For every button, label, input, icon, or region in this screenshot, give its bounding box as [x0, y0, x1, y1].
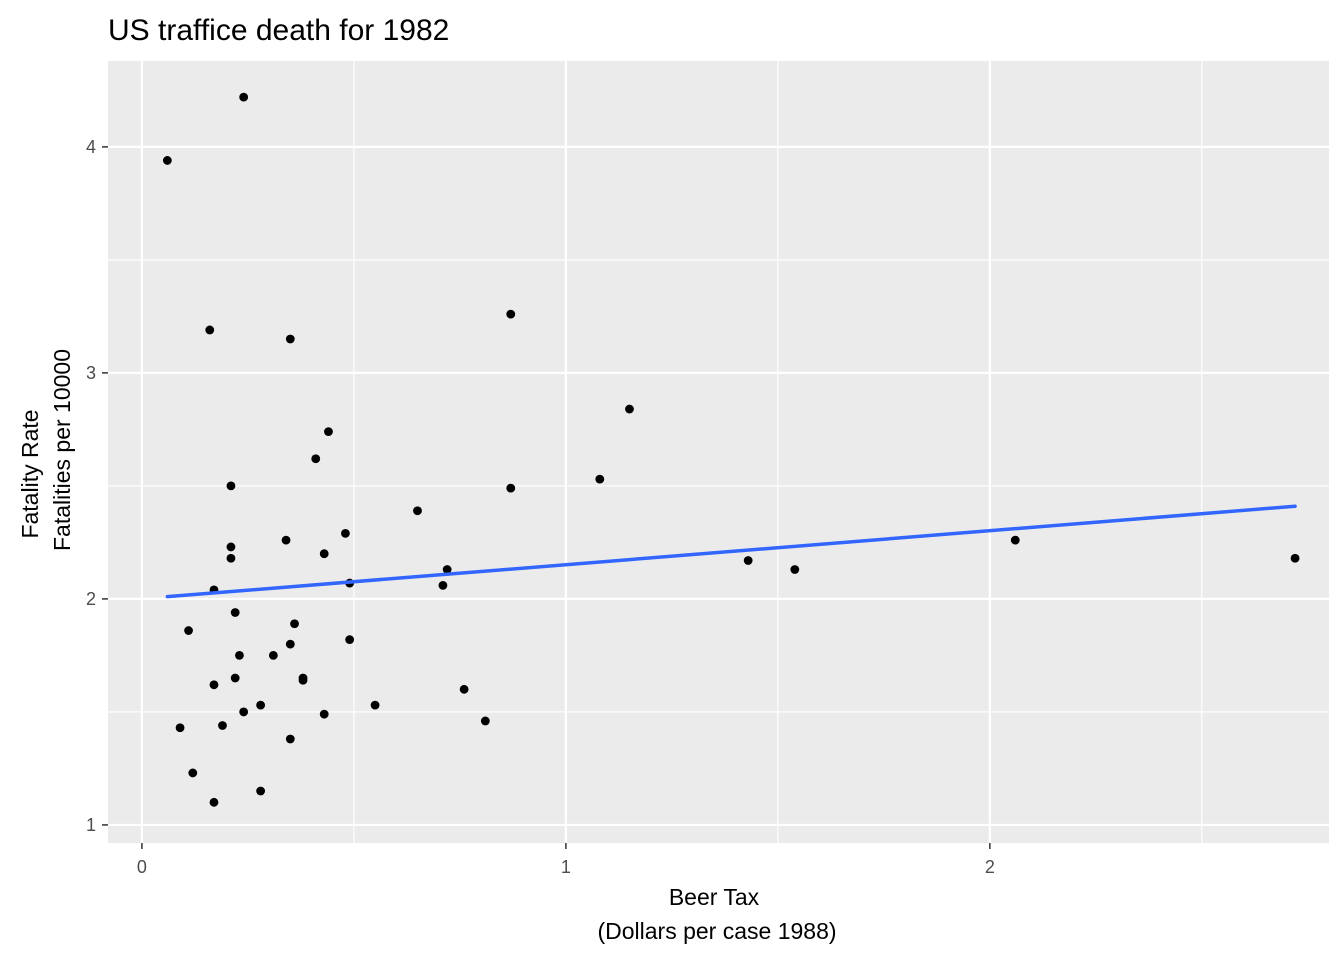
- data-point: [256, 786, 266, 796]
- data-point: [743, 556, 753, 565]
- data-point: [162, 156, 172, 165]
- data-point: [413, 506, 422, 516]
- x-tick-label: 0: [137, 857, 147, 877]
- data-point: [256, 700, 266, 710]
- data-point: [442, 565, 452, 574]
- minor-gridlines: [108, 61, 1329, 843]
- data-point: [226, 481, 236, 491]
- data-point: [298, 675, 308, 685]
- y-tick-label: 1: [86, 815, 96, 835]
- x-axis-title-line1: Beer Tax: [669, 884, 760, 910]
- data-point: [209, 680, 219, 690]
- data-point: [230, 608, 240, 617]
- axis-ticks: [102, 146, 991, 849]
- x-tick-label: 2: [985, 857, 995, 877]
- y-axis-tick-labels: 1 2 3 4: [86, 137, 96, 835]
- data-point: [319, 709, 329, 719]
- data-point: [438, 580, 448, 590]
- data-point: [239, 707, 249, 717]
- data-point: [1010, 535, 1020, 545]
- data-point: [625, 404, 634, 414]
- data-point: [209, 797, 219, 807]
- data-point: [290, 619, 299, 629]
- data-point: [230, 673, 240, 683]
- plot-panel: [108, 61, 1329, 843]
- y-axis-title-line2: Fatalities per 10000: [49, 349, 75, 551]
- data-point: [506, 309, 516, 319]
- y-tick-label: 2: [86, 589, 96, 609]
- y-tick-label: 3: [86, 363, 96, 383]
- data-point: [370, 700, 380, 710]
- data-point: [235, 651, 244, 660]
- data-point: [311, 454, 321, 464]
- x-axis-title-line2: (Dollars per case 1988): [597, 918, 836, 944]
- data-point: [506, 483, 516, 493]
- data-point: [341, 528, 350, 538]
- data-point: [1290, 553, 1300, 563]
- regression-line: [165, 504, 1297, 599]
- data-point: [188, 768, 198, 778]
- major-gridlines: [108, 61, 1329, 843]
- data-point: [345, 635, 355, 644]
- data-point: [790, 565, 800, 574]
- data-point: [226, 542, 236, 552]
- data-point: [175, 723, 185, 733]
- x-tick-label: 1: [561, 857, 571, 877]
- data-points: [162, 92, 1300, 807]
- y-tick-label: 4: [86, 137, 96, 157]
- data-point: [595, 474, 605, 484]
- data-point: [285, 639, 295, 649]
- data-point: [184, 626, 193, 635]
- data-point: [285, 334, 295, 344]
- data-point: [239, 92, 249, 102]
- data-point: [459, 684, 469, 694]
- data-point: [285, 734, 295, 744]
- data-point: [268, 651, 278, 660]
- chart-title: US traffice death for 1982: [108, 14, 449, 47]
- x-axis-tick-labels: 0 1 2: [137, 857, 995, 877]
- y-axis-title-line1: Fatality Rate: [17, 409, 43, 538]
- data-point: [281, 535, 291, 545]
- data-point: [226, 553, 236, 563]
- data-point: [480, 716, 490, 726]
- data-point: [205, 325, 215, 335]
- data-point: [319, 549, 329, 559]
- data-point: [324, 427, 333, 437]
- data-point: [218, 721, 227, 730]
